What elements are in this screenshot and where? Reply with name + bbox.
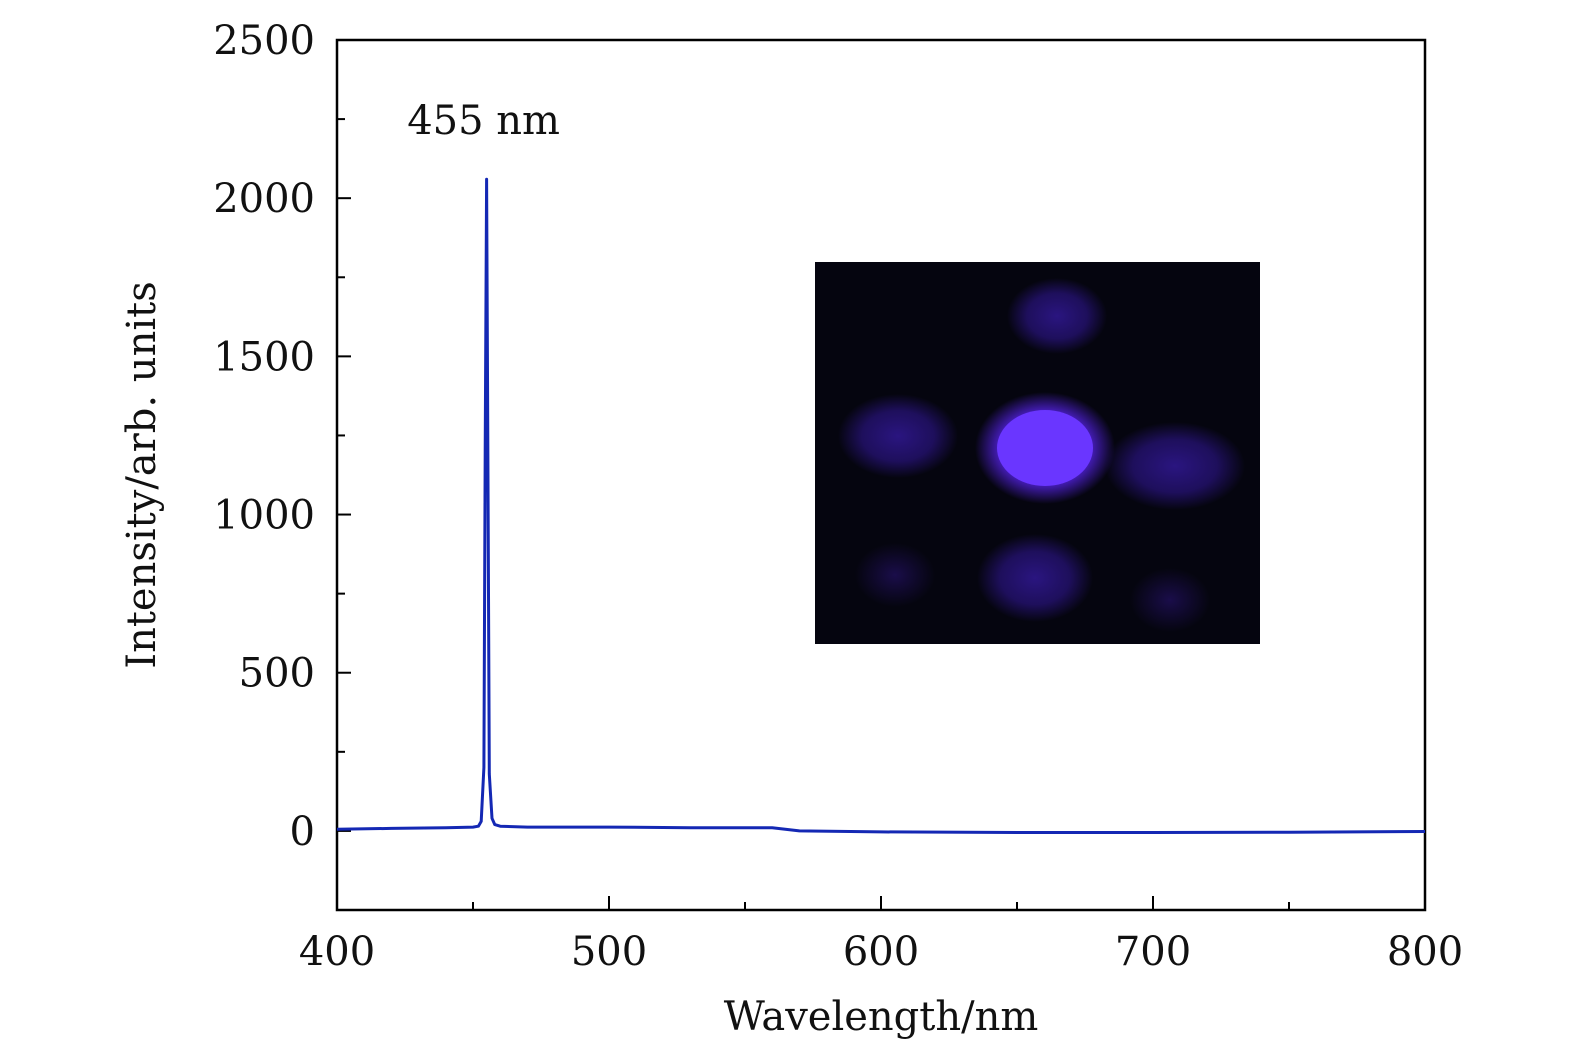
x-tick-label: 800: [1387, 929, 1463, 975]
y-tick-label: 2000: [213, 176, 315, 222]
y-axis-title: Intensity/arb. units: [119, 281, 165, 668]
y-tick-label: 1500: [213, 334, 315, 380]
y-tick-label: 500: [239, 651, 315, 697]
series-line-spectrum: [336, 177, 1426, 834]
x-axis-title: Wavelength/nm: [724, 994, 1039, 1040]
x-axis-ticks: 400 500 600 700 800: [299, 896, 1463, 975]
x-tick-label: 400: [299, 929, 375, 975]
y-tick-label: 0: [290, 809, 315, 855]
y-tick-label: 1000: [213, 493, 315, 539]
peak-annotation: 455 nm: [407, 98, 560, 144]
y-axis-ticks: 0 500 1000 1500 2000 2500: [213, 18, 351, 855]
x-tick-label: 600: [843, 929, 919, 975]
inset-laser-spot-image: [815, 262, 1260, 644]
x-tick-label: 500: [571, 929, 647, 975]
x-tick-label: 700: [1115, 929, 1191, 975]
y-tick-label: 2500: [213, 18, 315, 64]
